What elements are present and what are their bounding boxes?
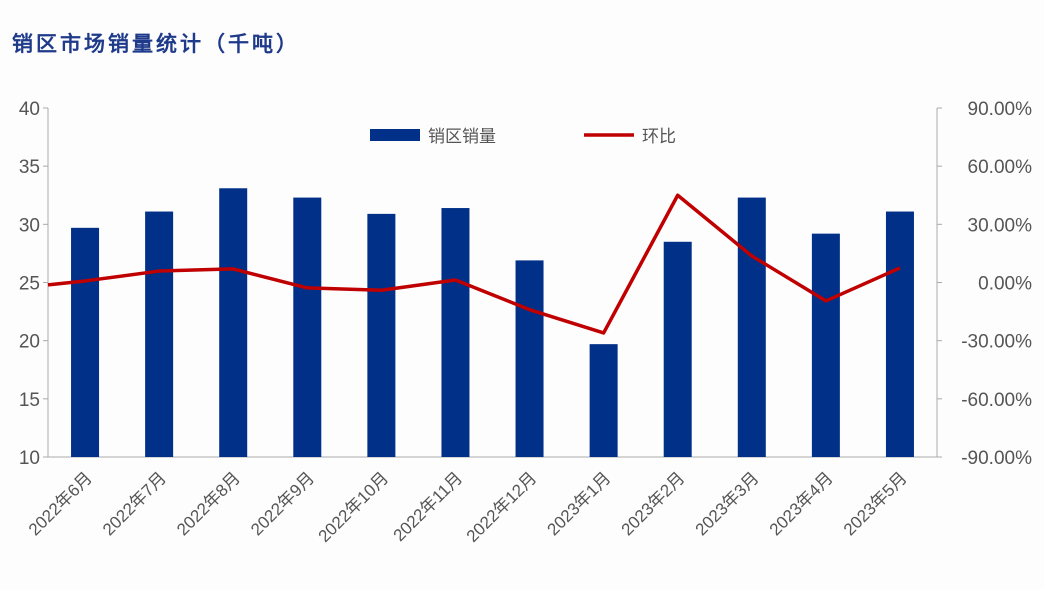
x-tick-label: 2022年12月 (463, 468, 541, 546)
bar (811, 233, 840, 457)
bar (293, 197, 322, 457)
right-tick-label: -60.00% (961, 390, 1032, 411)
bar (589, 344, 618, 457)
right-tick-label: 30.00% (968, 215, 1033, 236)
x-tick-label: 2023年3月 (692, 468, 763, 539)
x-tick-label: 2023年2月 (618, 468, 689, 539)
x-tick-label: 2023年5月 (840, 468, 911, 539)
right-tick-label: -30.00% (961, 332, 1032, 353)
x-tick-label: 2022年8月 (173, 468, 244, 539)
right-tick-label: -90.00% (961, 448, 1032, 469)
line-series (47, 193, 901, 335)
legend-bar-swatch (370, 129, 420, 141)
bar (71, 227, 100, 457)
x-tick-label: 2022年7月 (99, 468, 170, 539)
x-tick-label: 2022年10月 (315, 468, 393, 546)
left-tick-label: 35 (19, 157, 40, 178)
left-tick-label: 10 (19, 448, 40, 469)
right-tick-label: 60.00% (968, 157, 1033, 178)
bar (515, 260, 544, 457)
left-tick-label: 20 (19, 332, 40, 353)
legend-bar-label: 销区销量 (428, 127, 496, 146)
x-tick-label: 2022年6月 (25, 468, 96, 539)
x-tick-label: 2022年11月 (390, 468, 467, 545)
bar (885, 211, 914, 457)
bar (367, 213, 396, 457)
legend-line-label: 环比 (642, 127, 676, 146)
chart-title: 销区市场销量统计（千吨） (12, 31, 300, 56)
right-tick-label: 0.00% (978, 274, 1032, 295)
right-tick-label: 90.00% (968, 99, 1033, 120)
bar (145, 211, 174, 457)
left-tick-label: 25 (19, 274, 40, 295)
left-tick-label: 30 (19, 215, 40, 236)
left-tick-label: 15 (19, 390, 40, 411)
x-tick-label: 2023年1月 (544, 468, 615, 539)
left-tick-label: 40 (19, 99, 40, 120)
bar (663, 241, 692, 457)
x-tick-label: 2022年9月 (247, 468, 318, 539)
x-tick-label: 2023年4月 (766, 468, 837, 539)
bar (219, 188, 248, 457)
bar (737, 197, 766, 457)
bar (441, 208, 470, 457)
